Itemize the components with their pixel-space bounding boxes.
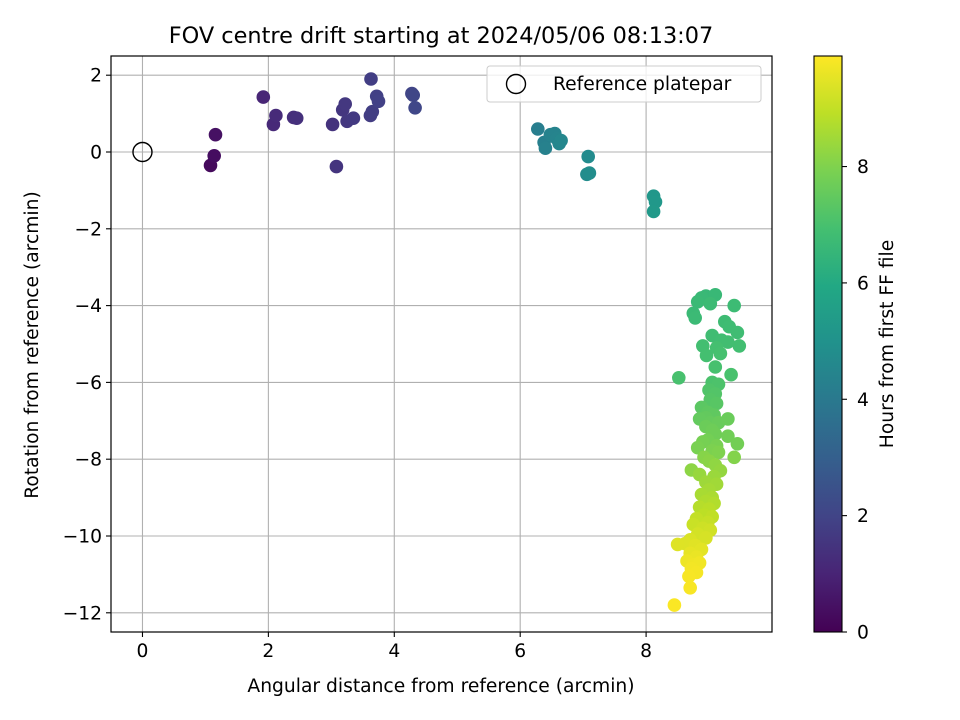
colorbar-tick-label: 0	[857, 623, 869, 644]
y-axis-label: Rotation from reference (arcmin)	[22, 191, 43, 499]
data-points	[132, 72, 747, 612]
data-point	[699, 348, 714, 363]
x-tick-label: 6	[514, 641, 526, 662]
data-point	[667, 598, 682, 612]
data-point	[690, 295, 705, 309]
data-point	[724, 367, 738, 382]
data-point	[371, 94, 386, 109]
x-tick-label: 8	[640, 641, 652, 662]
data-point	[289, 111, 304, 125]
data-point	[408, 101, 422, 115]
colorbar-tick-label: 4	[857, 390, 869, 411]
y-tick-label: −10	[63, 527, 102, 548]
data-point	[727, 450, 741, 465]
data-point	[699, 531, 713, 545]
data-point	[207, 149, 221, 163]
colorbar-tick-label: 6	[857, 273, 869, 294]
data-point	[646, 204, 661, 219]
data-point	[672, 371, 686, 385]
x-tick-label: 2	[262, 641, 274, 662]
legend-entry-reference: Reference platepar	[553, 74, 732, 95]
data-point	[346, 111, 361, 125]
data-point	[554, 133, 568, 148]
data-point	[670, 537, 685, 552]
legend: Reference platepar	[486, 65, 762, 103]
data-point	[325, 117, 340, 132]
data-point	[269, 108, 283, 123]
data-point	[582, 166, 597, 180]
data-point	[708, 360, 723, 374]
data-point	[703, 296, 718, 311]
data-point	[730, 437, 745, 451]
x-tick-label: 4	[388, 641, 400, 662]
x-tick-label: 0	[137, 641, 149, 662]
data-point	[683, 581, 697, 595]
colorbar: 0 2 4 6 8 Hours from first FF file	[813, 55, 898, 644]
y-tick-label: −6	[74, 373, 102, 394]
colorbar-ticks: 0 2 4 6 8	[842, 157, 869, 644]
y-tick-label: 0	[90, 143, 102, 164]
data-point	[365, 104, 380, 119]
data-point	[364, 72, 378, 86]
axis-ticks: 0 2 4 6 8 2 0 −2 −4 −6 −8 −10 −12	[63, 66, 652, 662]
data-point	[208, 127, 223, 142]
data-point	[721, 412, 735, 426]
data-point	[538, 141, 553, 155]
y-tick-label: −2	[74, 219, 102, 240]
data-point	[713, 346, 728, 361]
grid-lines	[111, 56, 772, 632]
data-point	[721, 335, 735, 349]
data-point	[581, 149, 595, 164]
data-point	[329, 159, 344, 174]
data-point	[721, 429, 735, 444]
data-point	[406, 88, 421, 102]
colorbar-tick-label: 2	[857, 506, 869, 527]
data-point	[732, 339, 747, 353]
data-point	[711, 445, 726, 460]
plot-frame	[110, 55, 773, 633]
data-point	[690, 440, 705, 455]
x-axis-label: Angular distance from reference (arcmin)	[247, 676, 634, 697]
data-point	[730, 325, 745, 340]
data-point	[256, 90, 271, 104]
legend-marker-reference	[505, 73, 527, 95]
data-point	[709, 396, 724, 411]
reference-platepar-marker	[132, 141, 153, 163]
colorbar-tick-label: 8	[857, 157, 869, 178]
y-tick-label: −4	[74, 296, 102, 317]
y-tick-label: 2	[90, 66, 102, 87]
data-point	[688, 311, 702, 325]
y-tick-label: −12	[63, 603, 102, 624]
data-point	[531, 122, 545, 136]
colorbar-gradient	[813, 55, 843, 633]
legend-box	[486, 65, 762, 103]
y-tick-label: −8	[74, 450, 102, 471]
data-point	[682, 569, 696, 584]
colorbar-label: Hours from first FF file	[877, 240, 898, 448]
data-point	[727, 298, 741, 313]
chart-title: FOV centre drift starting at 2024/05/06 …	[169, 23, 713, 49]
data-point	[338, 97, 353, 111]
